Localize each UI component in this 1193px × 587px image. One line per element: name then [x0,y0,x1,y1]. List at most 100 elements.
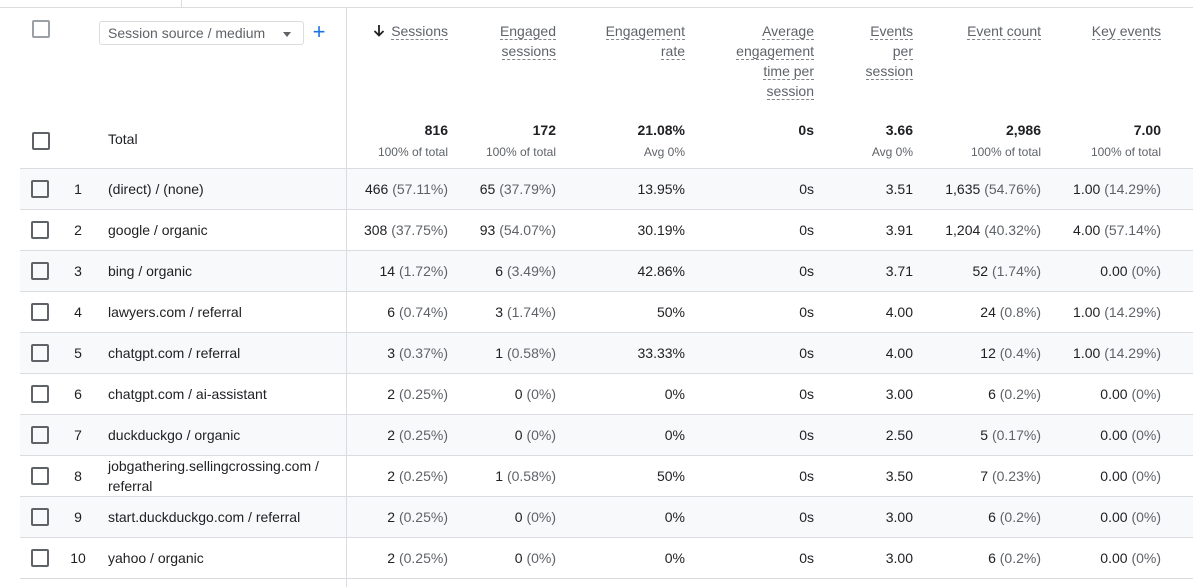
table-row[interactable]: 4 lawyers.com / referral 6 (0.74%) 3 (1.74%… [20,292,1193,333]
cell-percent: (0%) [1131,427,1161,443]
row-number: 10 [70,550,86,566]
cell-value: 52 [972,263,989,279]
column-header-average-engagement-time[interactable]: Average engagement time per session [736,23,814,100]
top-divider [0,7,1193,8]
cell-value: 0.00 [1100,509,1128,525]
cell-value: 0s [799,427,814,443]
cell-value: 2 [387,509,396,525]
row-dimension-value[interactable]: yahoo / organic [108,538,338,578]
events-per-session-cell: 4.00 [886,333,913,373]
table-row[interactable]: 2 google / organic 308 (37.75%) 93 (54.07%)… [20,210,1193,251]
key-events-cell: 0.00 (0%) [1100,251,1161,291]
total-label: Total [108,131,138,147]
key-events-cell: 4.00 (57.14%) [1073,210,1161,250]
avg-engagement-time-cell: 0s [799,169,814,209]
row-checkbox[interactable] [31,344,49,362]
total-subtext: Avg 0% [643,145,685,159]
table-row[interactable]: 5 chatgpt.com / referral 3 (0.37%) 1 (0.58%… [20,333,1193,374]
cell-value: 3.51 [885,181,913,197]
row-dimension-value[interactable]: (direct) / (none) [108,169,338,209]
row-checkbox[interactable] [31,549,49,567]
total-value: 816 [424,122,448,138]
row-checkbox[interactable] [31,467,49,485]
table-row[interactable]: 8 jobgathering.sellingcrossing.com / refe… [20,456,1193,497]
cell-value: 13.95% [637,181,685,197]
cell-percent: (14.29%) [1104,181,1161,197]
sessions-cell: 6 (0.74%) [387,292,448,332]
row-dimension-value[interactable]: google / organic [108,210,338,250]
row-checkbox[interactable] [31,508,49,526]
column-header-events-per-session[interactable]: Events per session [865,23,913,80]
row-checkbox[interactable] [31,180,49,198]
cell-value: 0s [799,263,814,279]
cell-value: 6 [988,550,996,566]
total-key-events-cell: 7.00 100% of total [1091,121,1161,160]
key-events-cell: 1.00 (14.29%) [1073,292,1161,332]
table-row[interactable]: 3 bing / organic 14 (1.72%) 6 (3.49%) 42.86%… [20,251,1193,292]
row-number: 9 [74,509,82,525]
column-header-engagement-rate[interactable]: Engagement rate [605,23,685,60]
cell-percent: (0%) [1131,468,1161,484]
events-per-session-cell: 3.00 [886,497,913,537]
avg-engagement-time-cell: 0s [799,374,814,414]
event-count-cell: 5 (0.17%) [980,415,1041,455]
table-row[interactable]: 6 chatgpt.com / ai-assistant 2 (0.25%) 0 (0… [20,374,1193,415]
cell-value: 0.00 [1100,468,1128,484]
select-all-checkbox[interactable] [32,20,50,38]
row-dimension-value[interactable]: chatgpt.com / referral [108,333,338,373]
engagement-rate-cell: 13.95% [638,169,685,209]
table-row[interactable]: 10 yahoo / organic 2 (0.25%) 0 (0%) 0% 0s 3.00… [20,538,1193,579]
events-per-session-cell: 3.91 [886,210,913,250]
column-header-engaged-sessions[interactable]: Engaged sessions [499,23,556,60]
cell-value: 0s [799,181,814,197]
row-checkbox[interactable] [31,262,49,280]
cell-value: 3.00 [885,550,913,566]
cell-value: 1 [495,468,504,484]
column-header-label: Key events [1091,23,1161,40]
cell-percent: (0.8%) [999,304,1041,320]
total-checkbox[interactable] [32,132,50,150]
column-header-key-events[interactable]: Key events [1061,21,1161,41]
row-dimension-value[interactable]: chatgpt.com / ai-assistant [108,374,338,414]
row-dimension-value[interactable]: start.duckduckgo.com / referral [108,497,338,537]
engaged-sessions-cell: 0 (0%) [515,415,556,455]
row-number: 5 [74,345,82,361]
row-dimension-value[interactable]: bing / organic [108,251,338,291]
row-checkbox[interactable] [31,426,49,444]
cell-value: 0s [799,550,814,566]
cell-value: 2 [387,386,396,402]
cell-value: 0s [799,345,814,361]
cell-value: 1.00 [1073,304,1101,320]
row-dimension-label: duckduckgo / organic [108,427,241,443]
total-avg-engagement-time-cell: 0s [798,121,814,144]
cell-percent: (57.11%) [392,181,448,197]
avg-engagement-time-cell: 0s [799,251,814,291]
sessions-cell: 466 (57.11%) [365,169,448,209]
row-dimension-label: bing / organic [108,263,193,279]
row-dimension-value[interactable]: duckduckgo / organic [108,415,338,455]
cell-value: 1.00 [1073,181,1101,197]
row-dimension-label: start.duckduckgo.com / referral [108,509,301,525]
column-header-sessions[interactable]: Sessions [348,21,448,41]
sessions-cell: 2 (0.25%) [387,415,448,455]
table-row[interactable]: 7 duckduckgo / organic 2 (0.25%) 0 (0%) 0% 0s… [20,415,1193,456]
key-events-cell: 0.00 (0%) [1100,456,1161,496]
row-checkbox[interactable] [31,221,49,239]
table-row[interactable]: 9 start.duckduckgo.com / referral 2 (0.25%… [20,497,1193,538]
row-checkbox[interactable] [31,385,49,403]
column-header-event-count[interactable]: Event count [941,21,1041,41]
cell-value: 6 [988,509,996,525]
engaged-sessions-cell: 93 (54.07%) [480,210,556,250]
event-count-cell: 6 (0.2%) [988,538,1041,578]
row-dimension-value[interactable]: lawyers.com / referral [108,292,338,332]
total-sessions-cell: 816 100% of total [378,121,448,160]
dimension-dropdown[interactable]: Session source / medium [99,21,304,45]
plus-icon[interactable]: + [312,19,326,44]
row-dimension-value[interactable]: jobgathering.sellingcrossing.com / refer… [108,456,338,496]
total-subtext: 100% of total [485,145,556,159]
cell-percent: (0.2%) [999,509,1041,525]
table-row[interactable]: 1 (direct) / (none) 466 (57.11%) 65 (37.79%… [20,169,1193,210]
engaged-sessions-cell: 6 (3.49%) [495,251,556,291]
cell-value: 30.19% [637,222,685,238]
row-checkbox[interactable] [31,303,49,321]
